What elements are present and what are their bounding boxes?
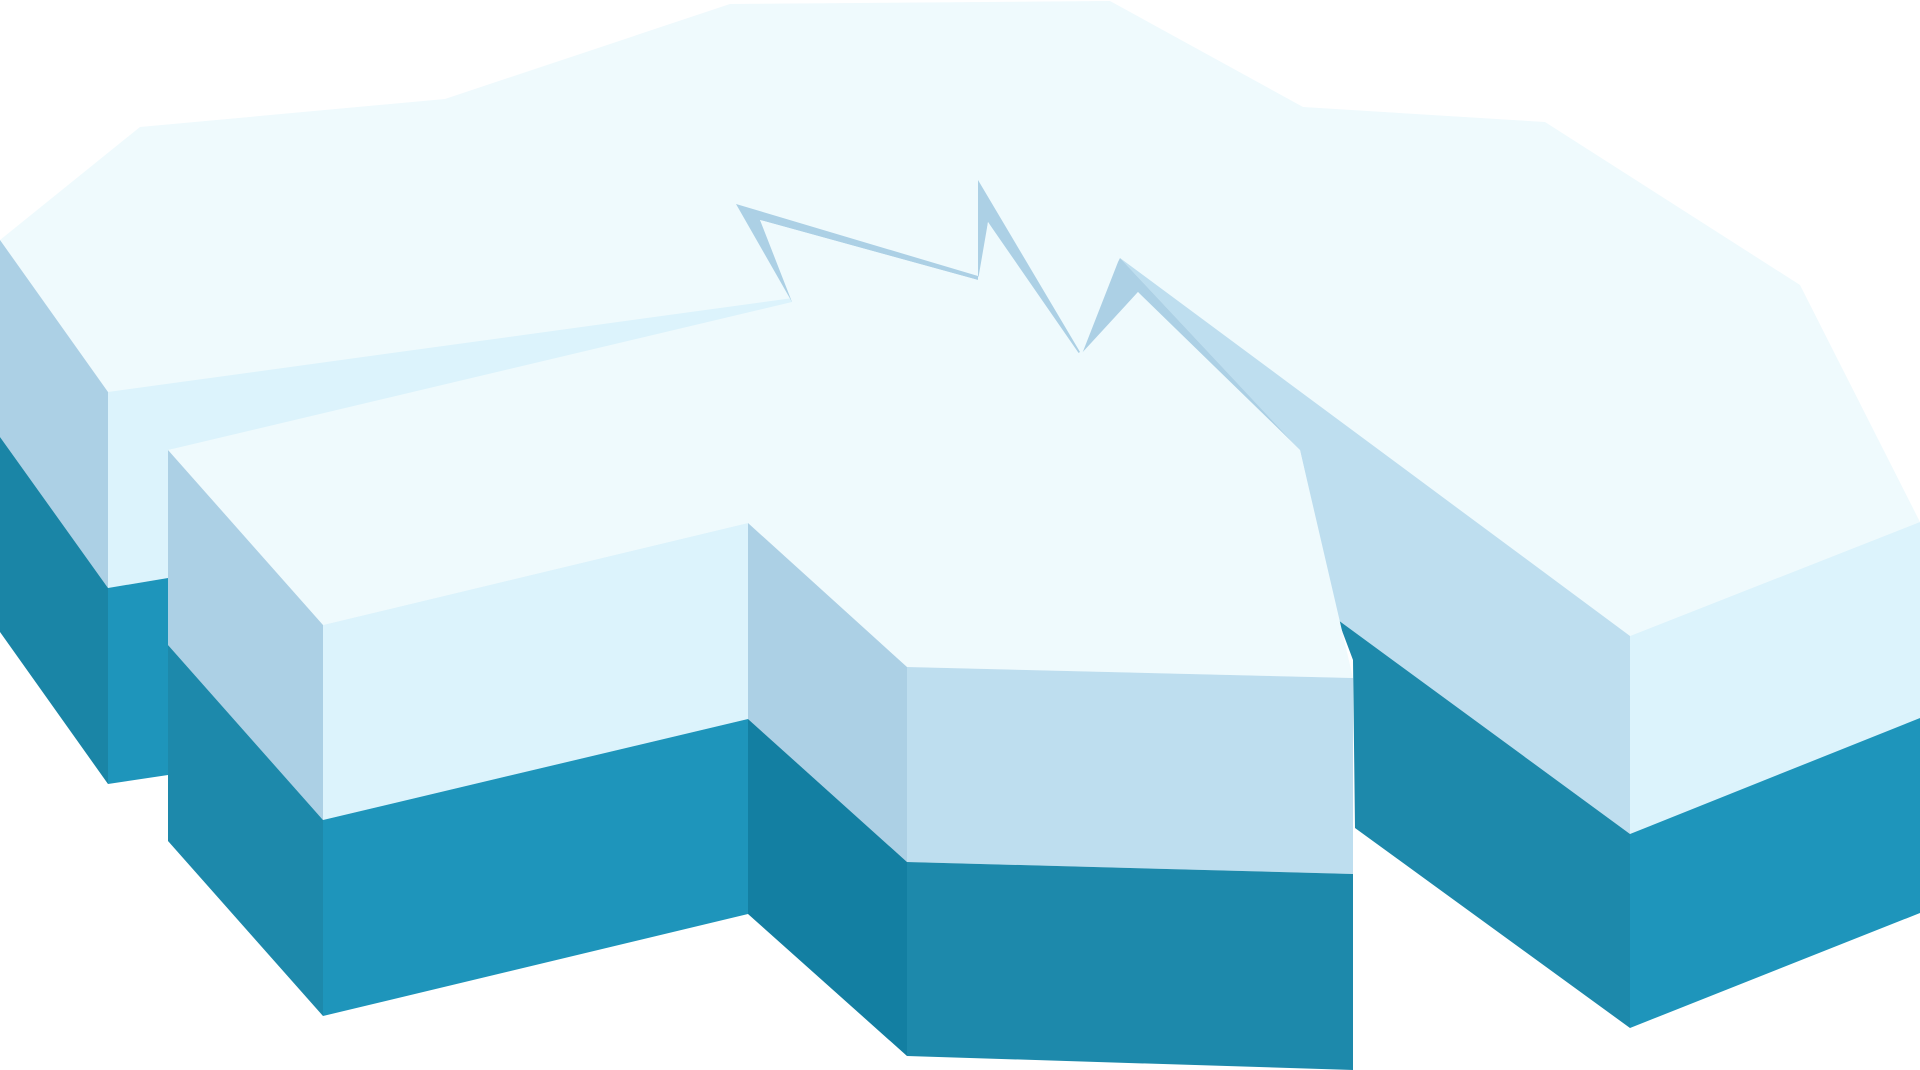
crack-shadow-middle [978,180,1080,356]
front-floe-top-surface [168,220,1353,678]
front-floe-notch-face-lower [748,719,907,1056]
ice-crack [736,180,1300,450]
back-floe-right-diagonal-face-upper [1120,258,1630,834]
front-floe-front-left-face-lower [323,719,748,1016]
crack-shadow-left [736,204,978,302]
front-floe-left-face-upper [168,450,323,820]
front-floe-front-right-face-lower [907,862,1353,1070]
back-floe-right-end-face-lower [1630,718,1920,1028]
back-floe-front-face-upper [108,297,800,588]
front-floe-left-face-lower [168,645,323,1016]
back-floe-right-end-face-upper [1630,522,1920,834]
front-floe-notch-face-upper [748,523,907,862]
back-floe-right-diagonal-face-lower [1338,620,1630,1028]
front-floe-front-right-face-upper [907,667,1353,874]
back-floe-front-face-lower [108,578,168,784]
front-floe-front-left-face-upper [323,523,748,820]
back-floe-left-face-upper [0,240,108,588]
front-ice-floe [168,220,1353,1070]
back-floe-left-face-lower [0,437,108,784]
